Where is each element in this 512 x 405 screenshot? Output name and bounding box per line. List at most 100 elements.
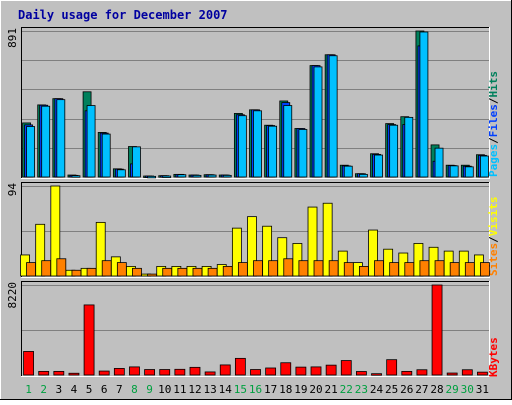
bar-sites-day-1 xyxy=(26,262,36,277)
legend-entry: / xyxy=(487,97,500,104)
bar-kbytes-day-30 xyxy=(461,369,473,376)
bar-sites-day-11 xyxy=(177,267,188,277)
legend: Pages/Files/Hits xyxy=(487,71,500,177)
panel-visits-sites: 94 Sites/Visits xyxy=(6,182,500,278)
bar-sites-day-17 xyxy=(268,260,279,277)
bar-kbytes-day-26 xyxy=(401,370,413,376)
bar-pages-day-28 xyxy=(434,147,444,178)
bar-sites-day-7 xyxy=(116,262,127,277)
bar-visits-day-21 xyxy=(322,202,333,277)
bar-visits-day-15 xyxy=(231,227,242,277)
bar-sites-day-5 xyxy=(86,267,97,277)
y-max-label: 891 xyxy=(6,28,19,48)
bar-pages-day-3 xyxy=(56,99,66,178)
x-tick-label: 27 xyxy=(415,383,428,396)
bar-pages-day-1 xyxy=(26,126,35,178)
bar-sites-day-6 xyxy=(101,260,112,277)
bar-pages-day-13 xyxy=(207,174,217,178)
bar-kbytes-day-9 xyxy=(144,369,155,376)
bar-kbytes-day-14 xyxy=(219,364,231,376)
plot-background xyxy=(21,281,490,377)
bar-sites-day-19 xyxy=(298,260,309,277)
bar-kbytes-day-15 xyxy=(234,357,246,376)
bar-sites-day-26 xyxy=(404,262,415,277)
bar-kbytes-day-3 xyxy=(53,370,65,376)
bar-sites-day-21 xyxy=(328,260,339,277)
legend-entry: Visits xyxy=(487,197,500,237)
bar-pages-day-4 xyxy=(71,175,81,178)
bar-pages-day-25 xyxy=(389,124,399,178)
panel-kbytes: 8220 KBytes xyxy=(6,281,500,377)
x-tick-label: 9 xyxy=(146,383,153,396)
bar-kbytes-day-29 xyxy=(446,372,458,376)
bar-sites-day-22 xyxy=(343,262,354,277)
x-tick-label: 26 xyxy=(400,383,413,396)
x-tick-label: 20 xyxy=(309,383,322,396)
bar-visits-day-19 xyxy=(292,243,303,277)
x-tick-label: 13 xyxy=(203,383,216,396)
bar-visits-day-16 xyxy=(247,216,257,277)
bar-sites-day-9 xyxy=(147,273,157,277)
x-tick-label: 29 xyxy=(446,383,459,396)
bar-kbytes-day-8 xyxy=(129,366,140,376)
bar-kbytes-day-7 xyxy=(113,368,125,376)
bar-visits-day-17 xyxy=(262,225,273,277)
chart-title: Daily usage for December 2007 xyxy=(18,8,228,22)
x-tick-label: 19 xyxy=(294,383,307,396)
bar-kbytes-day-13 xyxy=(204,371,216,376)
x-tick-label: 22 xyxy=(340,383,353,396)
bar-pages-day-30 xyxy=(464,166,474,178)
legend-entry: Files xyxy=(487,104,500,137)
bar-pages-day-24 xyxy=(374,154,383,178)
x-tick-label: 28 xyxy=(430,383,443,396)
bar-pages-day-5 xyxy=(86,105,96,178)
bar-kbytes-day-5 xyxy=(83,304,95,376)
bar-pages-day-23 xyxy=(359,173,368,178)
legend-entry: / xyxy=(487,137,500,144)
x-tick-label: 12 xyxy=(188,383,201,396)
legend-entry: Sites xyxy=(487,243,500,276)
bar-pages-day-2 xyxy=(41,105,51,178)
x-tick-label: 6 xyxy=(101,383,108,396)
x-tick-label: 2 xyxy=(40,383,47,396)
bar-kbytes-day-21 xyxy=(325,364,337,376)
x-tick-label: 11 xyxy=(173,383,186,396)
bar-sites-day-2 xyxy=(41,260,52,277)
x-tick-label: 5 xyxy=(86,383,93,396)
bar-kbytes-day-27 xyxy=(416,369,428,376)
bar-sites-day-25 xyxy=(389,262,400,277)
bar-kbytes-day-4 xyxy=(68,372,80,376)
bar-kbytes-day-12 xyxy=(189,366,201,376)
bar-sites-day-31 xyxy=(480,262,490,277)
bar-pages-day-9 xyxy=(147,175,156,179)
x-tick-label: 30 xyxy=(461,383,474,396)
bar-kbytes-day-24 xyxy=(371,373,382,376)
legend-entry: Hits xyxy=(487,71,500,98)
y-max-label: 94 xyxy=(6,183,19,197)
bar-visits-day-6 xyxy=(95,221,106,277)
x-tick-label: 10 xyxy=(158,383,171,396)
bar-kbytes-day-2 xyxy=(38,370,50,376)
bar-sites-day-12 xyxy=(192,267,203,277)
bar-kbytes-day-28 xyxy=(431,284,443,376)
x-tick-label: 4 xyxy=(71,383,78,396)
x-tick-label: 8 xyxy=(131,383,138,396)
bar-kbytes-day-10 xyxy=(159,369,171,376)
bar-sites-day-29 xyxy=(449,262,460,277)
bar-sites-day-4 xyxy=(71,269,82,277)
bar-sites-day-16 xyxy=(253,260,263,277)
x-tick-label: 7 xyxy=(116,383,123,396)
x-tick-label: 23 xyxy=(355,383,368,396)
x-tick-label: 21 xyxy=(325,383,338,396)
bar-kbytes-day-20 xyxy=(310,366,322,376)
legend-entry: / xyxy=(487,236,500,243)
bar-kbytes-day-18 xyxy=(280,362,292,376)
bar-sites-day-18 xyxy=(283,258,294,277)
bar-sites-day-28 xyxy=(434,260,445,277)
legend-entry: Pages xyxy=(487,144,500,177)
bar-sites-day-10 xyxy=(162,267,173,277)
bar-sites-day-14 xyxy=(222,266,233,277)
x-tick-label: 24 xyxy=(370,383,384,396)
x-tick-label: 3 xyxy=(56,383,63,396)
